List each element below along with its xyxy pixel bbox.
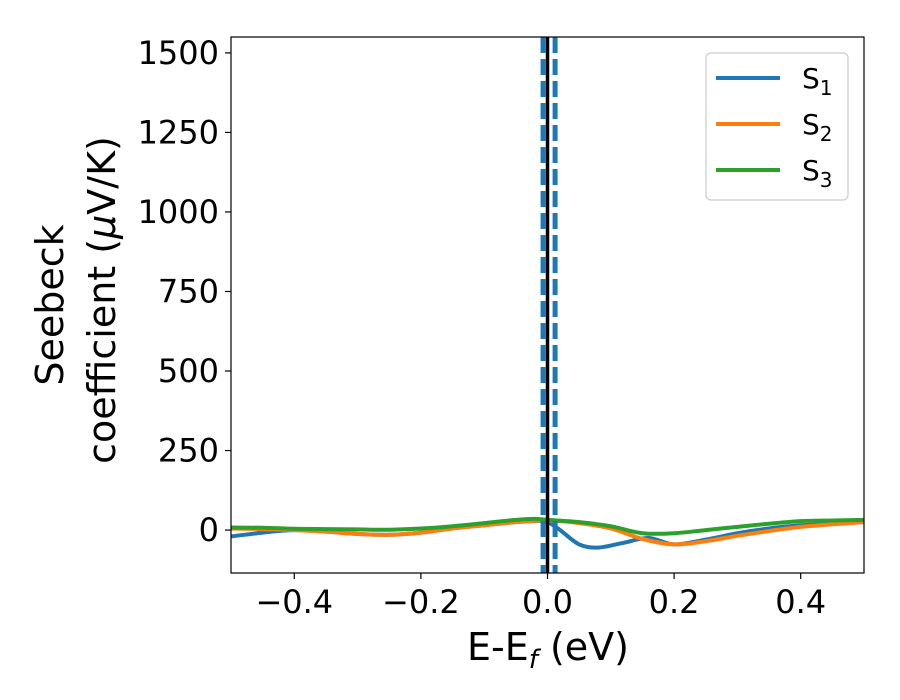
y-axis-label-line1: Seebeck <box>28 224 72 385</box>
y-tick-label: 250 <box>158 432 219 470</box>
legend-label-1: S1 <box>802 62 833 100</box>
legend-box <box>705 52 849 201</box>
y-tick-label: 0 <box>199 511 219 549</box>
x-tick-label: −0.2 <box>382 583 460 621</box>
vline-layer <box>540 37 558 573</box>
legend: S1 S2 S3 <box>705 52 849 201</box>
series-line-3 <box>230 516 865 536</box>
legend-label-2: S2 <box>802 108 833 146</box>
legend-entries: S1 S2 S3 <box>716 62 833 192</box>
x-tick-label: −0.4 <box>255 583 333 621</box>
y-tick-label: 1500 <box>138 34 219 72</box>
x-ticks: −0.4 −0.2 0.0 0.2 0.4 <box>255 573 826 621</box>
y-tick-label: 500 <box>158 352 219 390</box>
x-tick-label: 0.2 <box>649 583 700 621</box>
y-tick-label: 750 <box>158 272 219 310</box>
y-tick-label: 1000 <box>138 193 219 231</box>
x-tick-label: 0.0 <box>522 583 573 621</box>
x-tick-label: 0.4 <box>775 583 826 621</box>
y-axis-label-line2: coefficient (μV/K) <box>80 136 124 464</box>
y-ticks: 0 250 500 750 1000 1250 1500 <box>138 34 231 549</box>
x-axis-label: E-Ef (eV) <box>467 625 629 675</box>
legend-label-3: S3 <box>802 154 833 192</box>
y-tick-label: 1250 <box>138 113 219 151</box>
